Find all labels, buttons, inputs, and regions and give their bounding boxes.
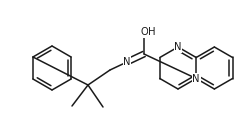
Text: N: N: [174, 42, 181, 52]
Text: O: O: [140, 27, 147, 37]
Text: N: N: [192, 74, 199, 83]
Text: N: N: [192, 74, 199, 83]
Text: N: N: [123, 57, 130, 67]
Text: H: H: [148, 27, 155, 37]
